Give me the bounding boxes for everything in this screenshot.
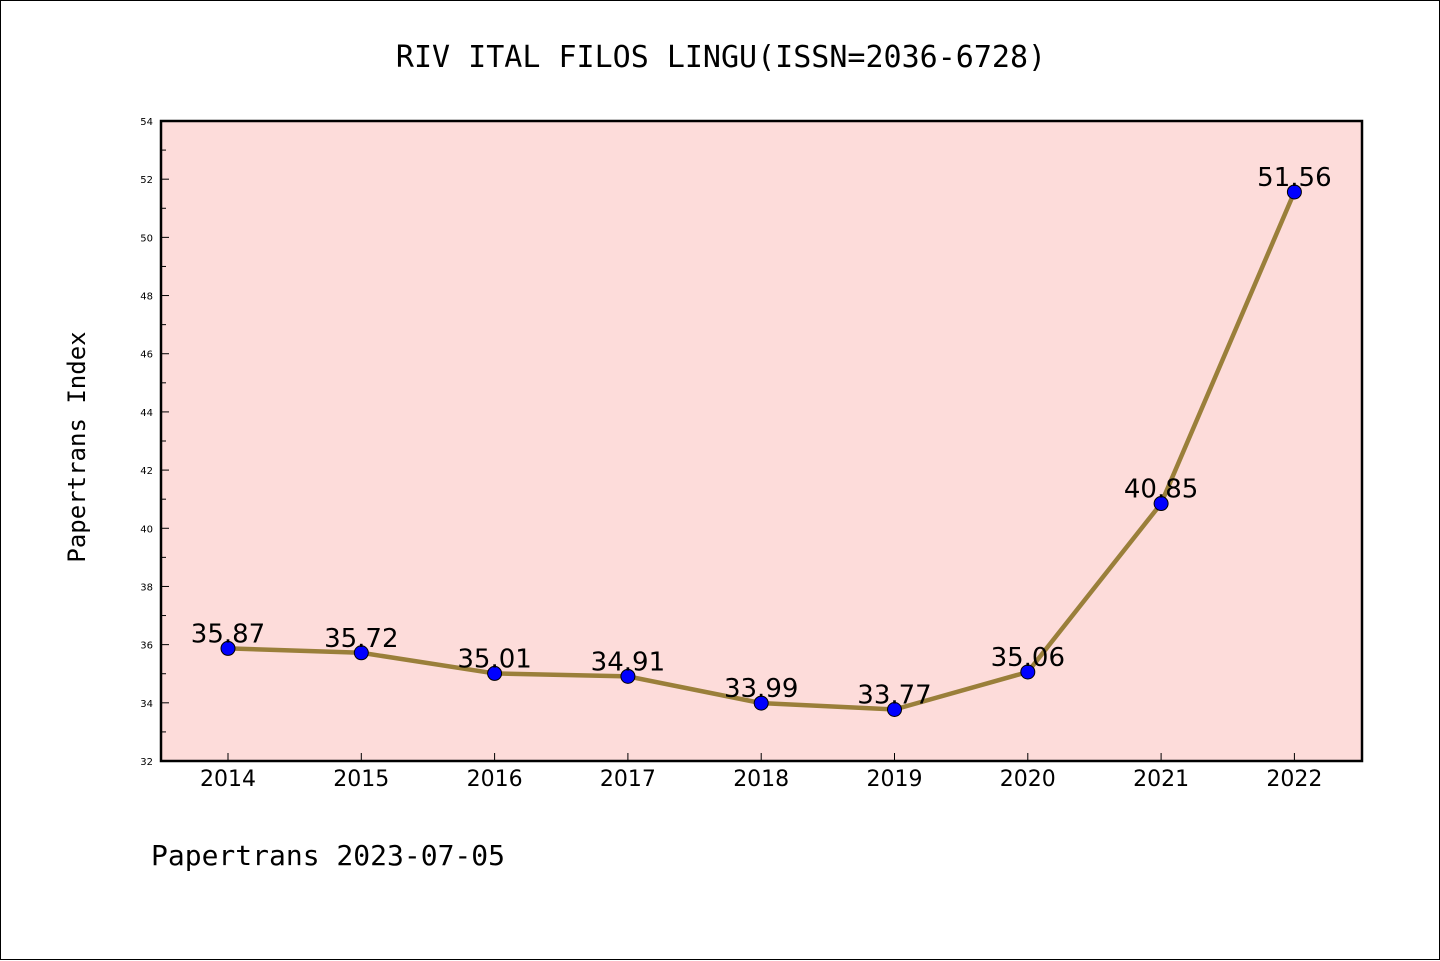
y-axis-label: Papertrans Index [63,331,91,562]
x-tick-label: 2014 [200,767,256,792]
y-tick-label: 46 [140,350,153,361]
data-point [753,695,769,711]
y-tick-label: 38 [140,582,153,593]
data-point [487,665,503,681]
data-label: 33.77 [857,681,931,711]
y-tick-label: 42 [140,466,153,477]
y-tick-label: 48 [140,292,153,303]
data-label: 33.99 [724,674,798,704]
y-tick-label: 32 [140,757,153,768]
x-tick-label: 2021 [1133,767,1189,792]
x-tick-label: 2015 [333,767,389,792]
y-tick-label: 36 [140,641,153,652]
y-tick-label: 40 [140,524,153,535]
chart-title: RIV ITAL FILOS LINGU(ISSN=2036-6728) [396,40,1046,75]
data-point [1286,184,1302,200]
data-point [620,668,636,684]
data-point [220,640,236,656]
x-tick-label: 2019 [867,767,923,792]
x-tick-label: 2018 [733,767,789,792]
data-point [1153,496,1169,512]
data-point [1020,664,1036,680]
footer-text: Papertrans 2023-07-05 [151,839,505,872]
y-tick-label: 44 [140,408,153,419]
y-tick-label: 54 [140,117,153,128]
data-label: 35.72 [324,624,398,654]
x-tick-label: 2022 [1266,767,1322,792]
data-point [887,702,902,718]
data-label: 34.91 [591,647,665,677]
data-label: 35.01 [457,644,531,674]
plot-area: 32 34 36 38 40 42 44 46 48 50 52 54 2014 2015 2016 2017… [140,117,1364,792]
x-tick-label: 2016 [467,767,523,792]
data-point [353,645,369,661]
y-tick-label: 34 [140,699,153,710]
data-label: 40.85 [1124,475,1198,505]
data-label: 51.56 [1257,163,1331,193]
x-tick-label: 2020 [1000,767,1056,792]
plot-background [161,121,1362,761]
data-label: 35.87 [191,619,265,649]
x-tick-label: 2017 [600,767,656,792]
y-tick-label: 50 [140,233,153,244]
y-tick-label: 52 [140,175,153,186]
data-label: 35.06 [991,643,1065,673]
